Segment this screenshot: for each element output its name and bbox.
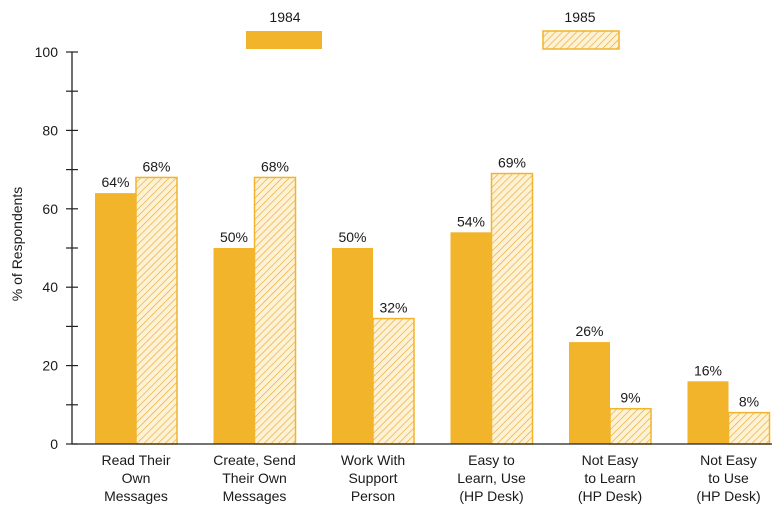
x-tick-label: (HP Desk): [578, 488, 642, 504]
x-tick-label: Easy to: [468, 452, 515, 468]
x-tick-label: Messages: [104, 488, 168, 504]
x-tick-label: Own: [122, 470, 151, 486]
x-tick-label: (HP Desk): [696, 488, 760, 504]
y-tick-label: 80: [42, 122, 58, 138]
legend-label: 1985: [564, 9, 595, 25]
x-tick-label: Work With: [341, 452, 405, 468]
x-tick-label: Read Their: [101, 452, 170, 468]
bar-1985: [727, 411, 771, 445]
y-axis: 0 20 40 60 80 100: [35, 44, 78, 452]
data-label: 50%: [338, 229, 366, 245]
data-label: 68%: [261, 158, 289, 174]
bar-1984: [569, 342, 610, 444]
data-label: 26%: [575, 323, 603, 339]
bar-1985: [490, 172, 534, 445]
data-label: 16%: [694, 362, 722, 378]
bar-1984: [450, 232, 492, 444]
bar-1984: [687, 381, 729, 444]
y-axis-label: % of Respondents: [9, 187, 25, 301]
x-axis: Read Their Own Messages Create, Send Their O…: [72, 443, 772, 504]
bar-1985: [372, 317, 415, 445]
x-tick-label: Messages: [223, 488, 287, 504]
data-label: 9%: [620, 390, 640, 406]
legend-swatch: [542, 30, 620, 50]
bar-1984: [213, 248, 255, 444]
legend-swatch: [246, 31, 322, 49]
bar-1985: [609, 407, 652, 445]
x-tick-label: Person: [351, 488, 395, 504]
y-tick-label: 100: [35, 44, 59, 60]
x-tick-label: Create, Send: [213, 452, 296, 468]
y-tick-label: 40: [42, 279, 58, 295]
bar-1985: [135, 176, 178, 445]
y-tick-label: 60: [42, 201, 58, 217]
x-tick-label: (HP Desk): [459, 488, 523, 504]
x-tick-label: to Learn: [584, 470, 635, 486]
x-tick-label: to Use: [708, 470, 749, 486]
x-tick-label: Not Easy: [582, 452, 639, 468]
x-tick-label: Learn, Use: [457, 470, 526, 486]
x-tick-label: Not Easy: [700, 452, 757, 468]
bars: 64% 68% 50% 68% 50% 32% 54% 69% 26% 9% 16% 8%: [95, 155, 771, 445]
legend: 1984 1985: [246, 9, 620, 50]
y-tick-label: 0: [50, 436, 58, 452]
data-label: 69%: [498, 155, 526, 171]
data-label: 8%: [739, 394, 759, 410]
data-label: 64%: [101, 174, 129, 190]
data-label: 32%: [379, 300, 407, 316]
bar-1985: [253, 176, 297, 445]
bar-1984: [95, 193, 136, 444]
data-label: 68%: [142, 158, 170, 174]
x-tick-label: Their Own: [222, 470, 287, 486]
x-tick-label: Support: [348, 470, 397, 486]
bar-1984: [332, 248, 373, 444]
data-label: 54%: [457, 213, 485, 229]
legend-label: 1984: [269, 9, 300, 25]
data-label: 50%: [220, 229, 248, 245]
y-tick-label: 20: [42, 358, 58, 374]
